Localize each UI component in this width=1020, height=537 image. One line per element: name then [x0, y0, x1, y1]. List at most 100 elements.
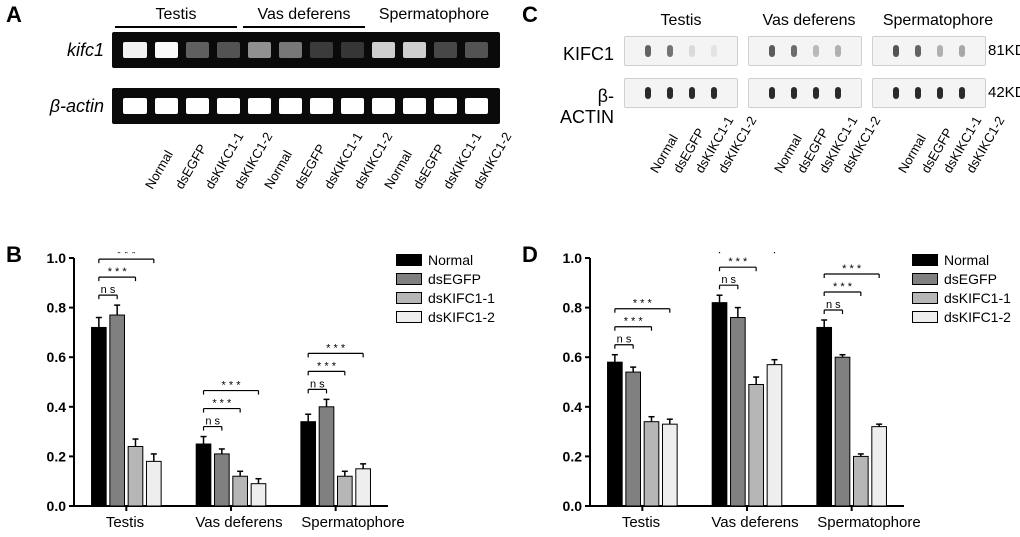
panel-a-row1-label: β-actin — [30, 96, 104, 117]
legend-text: dsEGFP — [428, 271, 481, 287]
svg-text:0.0: 0.0 — [563, 498, 583, 512]
gel-band — [937, 45, 943, 58]
gel-band — [915, 45, 921, 58]
gel-band — [217, 42, 241, 58]
svg-text:* * *: * * * — [117, 252, 137, 260]
legend-swatch — [912, 292, 938, 304]
panel-b-xcat-1: Vas deferens — [180, 514, 298, 531]
legend-item: dsKIFC1-2 — [912, 309, 1011, 325]
svg-text:1.0: 1.0 — [563, 252, 583, 266]
gel-band — [813, 87, 819, 100]
lane-label: dsEGFP — [410, 184, 423, 192]
panel-c-row0-kd: 81KD — [988, 42, 1020, 59]
legend-item: dsKIFC1-1 — [912, 290, 1011, 306]
svg-text:* * *: * * * — [728, 256, 748, 268]
gel-band — [835, 45, 841, 58]
panel-c-row1-strip-0 — [624, 78, 738, 108]
gel-band — [155, 42, 179, 58]
lane-label: dsKIKC1-1 — [321, 184, 334, 192]
legend-swatch — [396, 311, 422, 323]
legend-swatch — [396, 292, 422, 304]
panel-c-row1-kd: 42KD — [988, 84, 1020, 101]
panel-a-tissue-bar-1 — [243, 26, 365, 28]
panel-label-c: C — [522, 2, 538, 28]
panel-d-xcat-1: Vas deferens — [696, 514, 814, 531]
panel-a-row0-strip — [112, 32, 500, 68]
panel-b-legend: NormaldsEGFPdsKIFC1-1dsKIFC1-2 — [396, 252, 495, 328]
legend-text: dsEGFP — [944, 271, 997, 287]
svg-text:0.2: 0.2 — [47, 448, 67, 464]
panel-c-row1-strip-1 — [748, 78, 862, 108]
gel-band — [155, 98, 179, 114]
svg-text:* * *: * * * — [624, 316, 644, 328]
lane-label: dsEGFP — [291, 184, 304, 192]
panel-a-tissue-bar-0 — [115, 26, 237, 28]
panel-d-legend: Normal dsEGFP dsKIFC1-1 dsKIFC1-2 — [912, 252, 1011, 328]
legend-swatch — [912, 254, 938, 266]
gel-band — [937, 87, 943, 100]
svg-text:n s: n s — [721, 274, 736, 286]
legend-swatch — [912, 273, 938, 285]
gel-band — [835, 87, 841, 100]
panel-c-row0-strip-0 — [624, 36, 738, 66]
lane-label: dsKIKC1-1 — [816, 168, 829, 176]
lane-label: dsEGFP — [172, 184, 185, 192]
legend-item: dsKIFC1-1 — [396, 290, 495, 306]
svg-text:* * *: * * * — [222, 380, 242, 392]
gel-band — [123, 98, 147, 114]
panel-d-xcat-2: Spermatophore — [814, 514, 924, 531]
gel-band — [667, 87, 673, 100]
legend-item: dsEGFP — [912, 271, 1011, 287]
svg-text:* * *: * * * — [212, 398, 232, 410]
chart-svg: 0.00.20.40.60.81.0n s* * ** * *n s* * **… — [32, 252, 392, 512]
panel-c-tissue-1: Vas deferens — [754, 12, 864, 30]
svg-text:* * *: * * * — [633, 298, 653, 310]
legend-text: Normal — [944, 252, 989, 268]
gel-band — [372, 98, 396, 114]
panel-d-chart: 0.00.20.40.60.81.0n s* * ** * *n s* * **… — [548, 252, 908, 512]
gel-band — [434, 42, 458, 58]
svg-text:0.8: 0.8 — [563, 300, 583, 316]
panel-a-gel: Testis Vas deferens Spermatophore kifc1 … — [30, 6, 510, 236]
gel-band — [186, 42, 210, 58]
panel-label-a: A — [6, 2, 22, 28]
svg-text:* * *: * * * — [326, 342, 346, 354]
gel-band — [791, 45, 797, 58]
lane-label: dsKIKC1-1 — [440, 184, 453, 192]
gel-band — [769, 45, 775, 58]
legend-swatch — [396, 254, 422, 266]
gel-band — [248, 42, 272, 58]
lane-label: dsKIKC1-2 — [351, 184, 364, 192]
gel-band — [893, 87, 899, 100]
panel-a-row1-strip — [112, 88, 500, 124]
lane-label: Normal — [142, 184, 155, 192]
lane-label: Normal — [261, 184, 274, 192]
svg-text:n s: n s — [310, 378, 325, 390]
panel-c-row0-strip-2 — [872, 36, 986, 66]
gel-band — [645, 45, 651, 58]
gel-band — [434, 98, 458, 114]
panel-c-tissue-0: Testis — [626, 12, 736, 30]
gel-band — [186, 98, 210, 114]
svg-text:0.6: 0.6 — [47, 349, 67, 365]
gel-band — [791, 87, 797, 100]
panel-a-lane-labels: Normal dsEGFP dsKIKC1-1 dsKIKC1-2 Normal dsEG… — [112, 184, 500, 199]
panel-a-tissue-2: Spermatophore — [371, 6, 497, 24]
gel-band — [959, 45, 965, 58]
panel-c-row0-strip-1 — [748, 36, 862, 66]
panel-c-row1-strip-2 — [872, 78, 986, 108]
legend-item: dsEGFP — [396, 271, 495, 287]
svg-text:n s: n s — [205, 416, 220, 428]
panel-a-tissue-1: Vas deferens — [243, 6, 365, 24]
gel-band — [123, 42, 147, 58]
svg-text:n s: n s — [101, 284, 116, 296]
lane-label: dsKIKC1-2 — [470, 184, 483, 192]
lane-label: Normal — [647, 168, 660, 176]
svg-text:* * *: * * * — [108, 266, 128, 278]
svg-text:* * *: * * * — [317, 360, 337, 372]
gel-band — [769, 87, 775, 100]
gel-band — [310, 98, 334, 114]
svg-text:0.2: 0.2 — [563, 448, 583, 464]
panel-c-tissue-2: Spermatophore — [878, 12, 998, 30]
lane-label: Normal — [895, 168, 908, 176]
